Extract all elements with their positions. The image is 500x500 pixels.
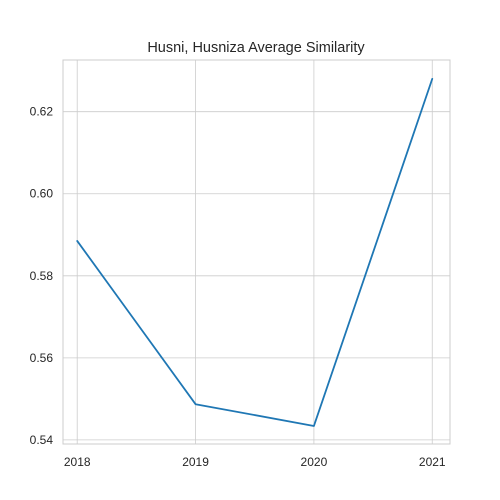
y-tick-label: 0.62 <box>30 105 54 119</box>
series-line <box>76 77 434 427</box>
series <box>76 77 434 427</box>
grid <box>63 60 450 444</box>
x-tick-label: 2018 <box>64 455 91 469</box>
y-tick-label: 0.56 <box>30 351 54 365</box>
y-tick-label: 0.58 <box>30 269 54 283</box>
chart-title: Husni, Husniza Average Similarity <box>147 40 365 56</box>
y-tick-label: 0.54 <box>30 433 54 447</box>
x-tick-label: 2019 <box>182 455 209 469</box>
plot-frame <box>62 59 451 445</box>
x-tick-label: 2020 <box>301 455 328 469</box>
y-tick-label: 0.60 <box>30 187 54 201</box>
axes: 2018 2019 2020 2021 0.54 0.56 0.58 0.60 0.62 <box>30 105 446 469</box>
x-tick-label: 2021 <box>419 455 446 469</box>
